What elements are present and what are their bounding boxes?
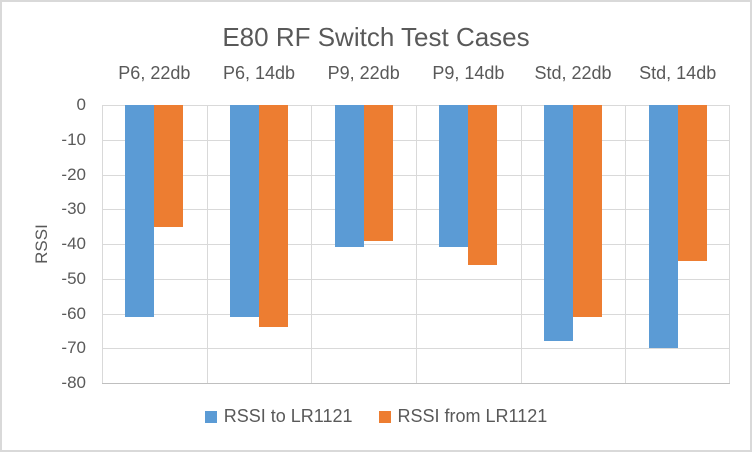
bar-rssi-to-lr1121-p6-14db xyxy=(229,105,259,317)
legend-label-rssi-from-lr1121: RSSI from LR1121 xyxy=(397,406,548,426)
y-tick-label--10: -10 xyxy=(61,129,86,149)
vertical-gridline xyxy=(311,105,312,383)
bar-rssi-from-lr1121-p6-14db xyxy=(258,105,288,327)
chart-title: E80 RF Switch Test Cases xyxy=(222,22,530,52)
bar-rssi-from-lr1121-std-14db xyxy=(677,105,707,261)
y-tick-label--60: -60 xyxy=(61,303,86,323)
bar-rssi-from-lr1121-p6-22db xyxy=(154,105,184,227)
vertical-gridline xyxy=(102,105,103,383)
y-tick-label--20: -20 xyxy=(61,164,86,184)
category-group-p9-14db xyxy=(416,105,521,383)
category-group-std-22db xyxy=(521,105,626,383)
legend-label-rssi-to-lr1121: RSSI to LR1121 xyxy=(223,406,353,426)
legend-item-rssi-to-lr1121: RSSI to LR1121 xyxy=(204,406,353,427)
bar-rssi-to-lr1121-std-14db xyxy=(648,105,678,348)
vertical-gridline xyxy=(207,105,208,383)
legend: RSSI to LR1121 RSSI from LR1121 xyxy=(2,406,750,427)
category-group-p6-22db xyxy=(102,105,207,383)
plot-area xyxy=(102,105,730,384)
vertical-gridline xyxy=(729,105,730,383)
y-tick-label--40: -40 xyxy=(61,234,86,253)
vertical-gridline xyxy=(416,105,417,383)
category-labels-row: P6, 22db P6, 14db P9, 22db P9, 14db Std, 22d… xyxy=(102,60,730,86)
category-label-p9-22db: P9, 22db xyxy=(327,63,400,83)
bar-rssi-to-lr1121-p6-22db xyxy=(125,105,155,317)
bar-rssi-to-lr1121-p9-14db xyxy=(439,105,469,247)
x-axis-line xyxy=(102,383,730,384)
y-tick-label--70: -70 xyxy=(61,338,86,358)
category-label-std-22db: Std, 22db xyxy=(534,63,612,83)
y-tick-label-0: 0 xyxy=(76,95,86,114)
y-tick-label--80: -80 xyxy=(61,373,86,392)
y-tick-label--30: -30 xyxy=(61,199,86,219)
y-tick-label--50: -50 xyxy=(61,268,86,288)
category-group-std-14db xyxy=(625,105,730,383)
y-axis-title: RSSI xyxy=(32,224,51,264)
legend-swatch-rssi-to-lr1121 xyxy=(204,410,217,423)
category-label-p6-14db: P6, 14db xyxy=(222,63,296,83)
vertical-gridline xyxy=(521,105,522,383)
legend-item-rssi-from-lr1121: RSSI from LR1121 xyxy=(378,406,548,427)
legend-swatch-rssi-from-lr1121 xyxy=(378,410,391,423)
bar-rssi-to-lr1121-p9-22db xyxy=(334,105,364,247)
bar-rssi-from-lr1121-p9-22db xyxy=(363,105,393,241)
bar-rssi-from-lr1121-std-22db xyxy=(572,105,602,317)
category-label-std-14db: Std, 14db xyxy=(639,63,717,83)
category-label-p9-14db: P9, 14db xyxy=(432,63,505,83)
vertical-gridline xyxy=(625,105,626,383)
y-axis-tick-labels: 0 -10 -20 -30 -40 -50 -60 -70 -80 xyxy=(2,2,86,454)
category-group-p9-22db xyxy=(311,105,416,383)
category-label-p6-22db: P6, 22db xyxy=(118,63,191,83)
bar-rssi-to-lr1121-std-22db xyxy=(543,105,573,341)
category-group-p6-14db xyxy=(207,105,312,383)
bar-rssi-from-lr1121-p9-14db xyxy=(468,105,498,265)
